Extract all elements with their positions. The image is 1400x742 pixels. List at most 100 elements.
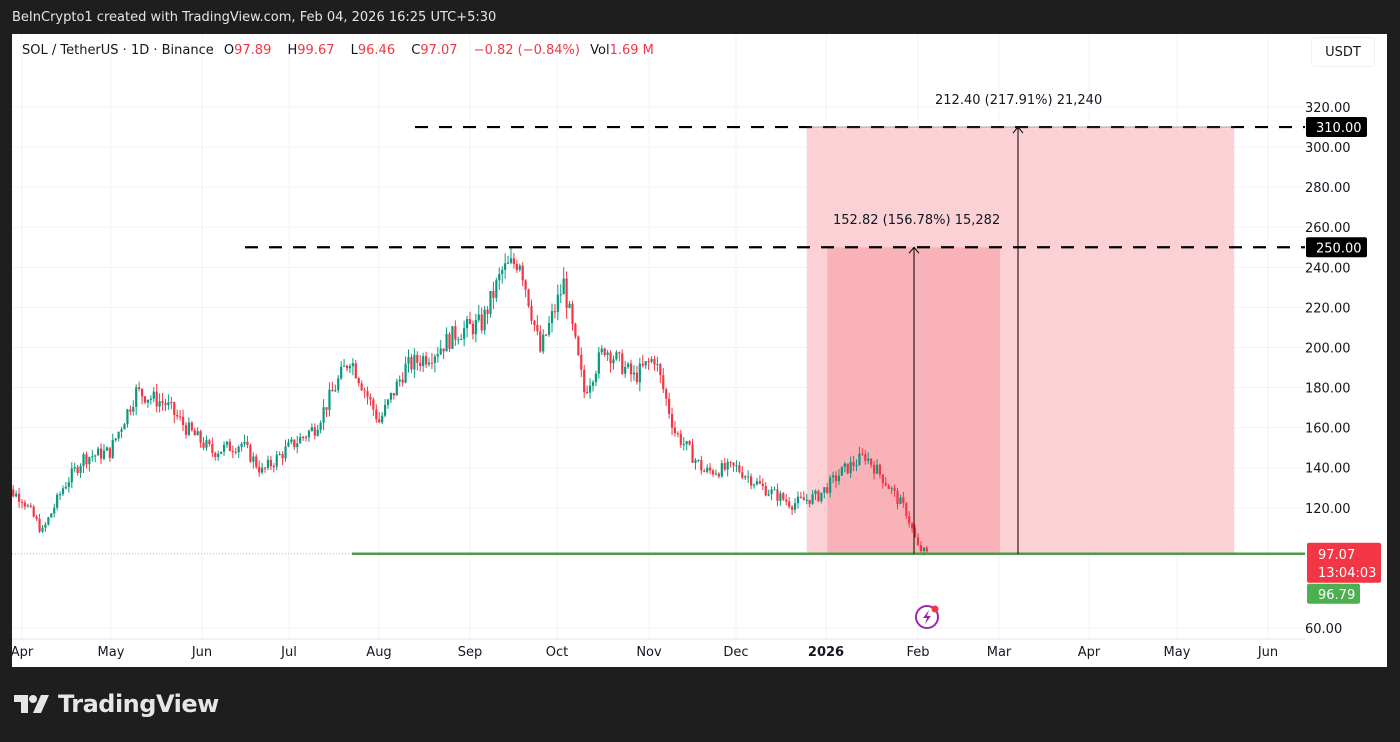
candle-body	[489, 291, 492, 315]
candle-body	[521, 265, 524, 281]
candle-body	[88, 457, 91, 465]
candle-body	[609, 352, 612, 364]
candle-body	[269, 459, 272, 467]
candle-body	[202, 442, 205, 448]
candle-body	[111, 439, 114, 458]
candle-body	[293, 439, 296, 448]
candle-body	[173, 402, 176, 415]
candle-body	[545, 334, 548, 336]
candle-body	[591, 382, 595, 386]
time-axis-label: Oct	[546, 645, 568, 660]
price-axis-tick: 180.00	[1305, 382, 1351, 397]
candle-body	[568, 303, 571, 308]
candle-body	[123, 424, 126, 430]
candle-body	[263, 467, 267, 469]
candle-body	[506, 262, 510, 264]
candle-body	[249, 445, 252, 462]
candle-body	[410, 357, 413, 370]
candle-body	[416, 354, 419, 363]
price-axis-tick: 140.00	[1305, 462, 1351, 477]
price-axis-tick: 300.00	[1305, 141, 1351, 156]
chart-panel[interactable]: 212.40 (217.91%) 21,240 152.82 (156.78%) …	[12, 34, 1387, 667]
candle-body	[97, 448, 100, 456]
symbol-title[interactable]: SOL / TetherUS · 1D · Binance	[22, 43, 214, 58]
candle-body	[433, 356, 436, 363]
candle-body	[208, 440, 211, 445]
candle-body	[861, 453, 864, 455]
candle-body	[158, 401, 161, 407]
candle-body	[199, 431, 202, 443]
candle-body	[700, 460, 703, 471]
candle-body	[99, 448, 103, 459]
candle-body	[872, 464, 876, 474]
price-label-250: 250.00	[1316, 241, 1362, 256]
candle-body	[802, 497, 805, 501]
candle-body	[15, 493, 18, 497]
candle-body	[635, 372, 639, 383]
candle-body	[606, 352, 609, 356]
candle-body	[372, 399, 375, 410]
time-axis-label: May	[1164, 645, 1191, 660]
candle-body	[369, 396, 372, 400]
candle-body	[149, 398, 152, 400]
candle-body	[167, 402, 170, 406]
candle-body	[913, 528, 917, 538]
candle-body	[220, 451, 223, 454]
candle-body	[749, 476, 753, 486]
tradingview-logo-icon	[14, 695, 49, 713]
candle-body	[26, 505, 29, 507]
volume-label: Vol	[590, 43, 610, 58]
notification-dot-icon	[931, 605, 939, 613]
candle-body	[747, 476, 750, 478]
candle-body	[776, 489, 779, 501]
price-axis-tick: 220.00	[1305, 301, 1351, 316]
candle-body	[422, 356, 425, 366]
candle-body	[193, 430, 196, 436]
candle-body	[222, 444, 226, 452]
candle-body	[395, 381, 398, 396]
candle-body	[908, 516, 911, 524]
candle-body	[237, 446, 240, 453]
candle-body	[817, 490, 820, 502]
candle-body	[919, 545, 923, 551]
candle-body	[328, 389, 331, 410]
candle-body	[530, 306, 533, 321]
candle-body	[351, 363, 354, 367]
symbol-legend: SOL / TetherUS · 1D · Binance O97.89 H99…	[22, 43, 666, 58]
candle-body	[732, 462, 735, 466]
candle-body	[436, 354, 439, 357]
candle-body	[887, 485, 890, 489]
candle-body	[231, 451, 234, 453]
candle-body	[586, 392, 589, 394]
candle-body	[773, 489, 776, 491]
candle-body	[553, 311, 557, 313]
candle-body	[375, 409, 378, 420]
currency-button[interactable]: USDT	[1311, 37, 1375, 67]
candle-body	[91, 456, 94, 458]
candle-body	[524, 280, 527, 290]
candle-body	[413, 354, 416, 370]
candle-body	[767, 494, 770, 496]
candle-body	[676, 433, 679, 435]
candle-body	[659, 364, 662, 376]
candle-body	[547, 323, 551, 335]
candle-body	[588, 385, 592, 393]
candle-body	[594, 373, 598, 383]
time-axis-label: Apr	[1078, 645, 1101, 660]
candle-body	[811, 494, 814, 504]
candle-body	[703, 470, 706, 472]
price-axis-tick: 60.00	[1305, 622, 1342, 637]
candle-body	[829, 477, 832, 493]
candle-body	[187, 422, 191, 435]
candle-body	[281, 454, 284, 459]
candle-body	[668, 398, 671, 414]
candle-body	[653, 359, 656, 365]
candle-body	[143, 396, 147, 403]
time-axis-label: Feb	[906, 645, 929, 660]
candle-body	[272, 466, 275, 468]
candle-body	[307, 430, 311, 438]
price-chart[interactable]: 212.40 (217.91%) 21,240 152.82 (156.78%) …	[12, 34, 1387, 667]
candle-body	[846, 463, 849, 474]
candle-body	[562, 278, 565, 295]
candle-body	[278, 454, 281, 456]
